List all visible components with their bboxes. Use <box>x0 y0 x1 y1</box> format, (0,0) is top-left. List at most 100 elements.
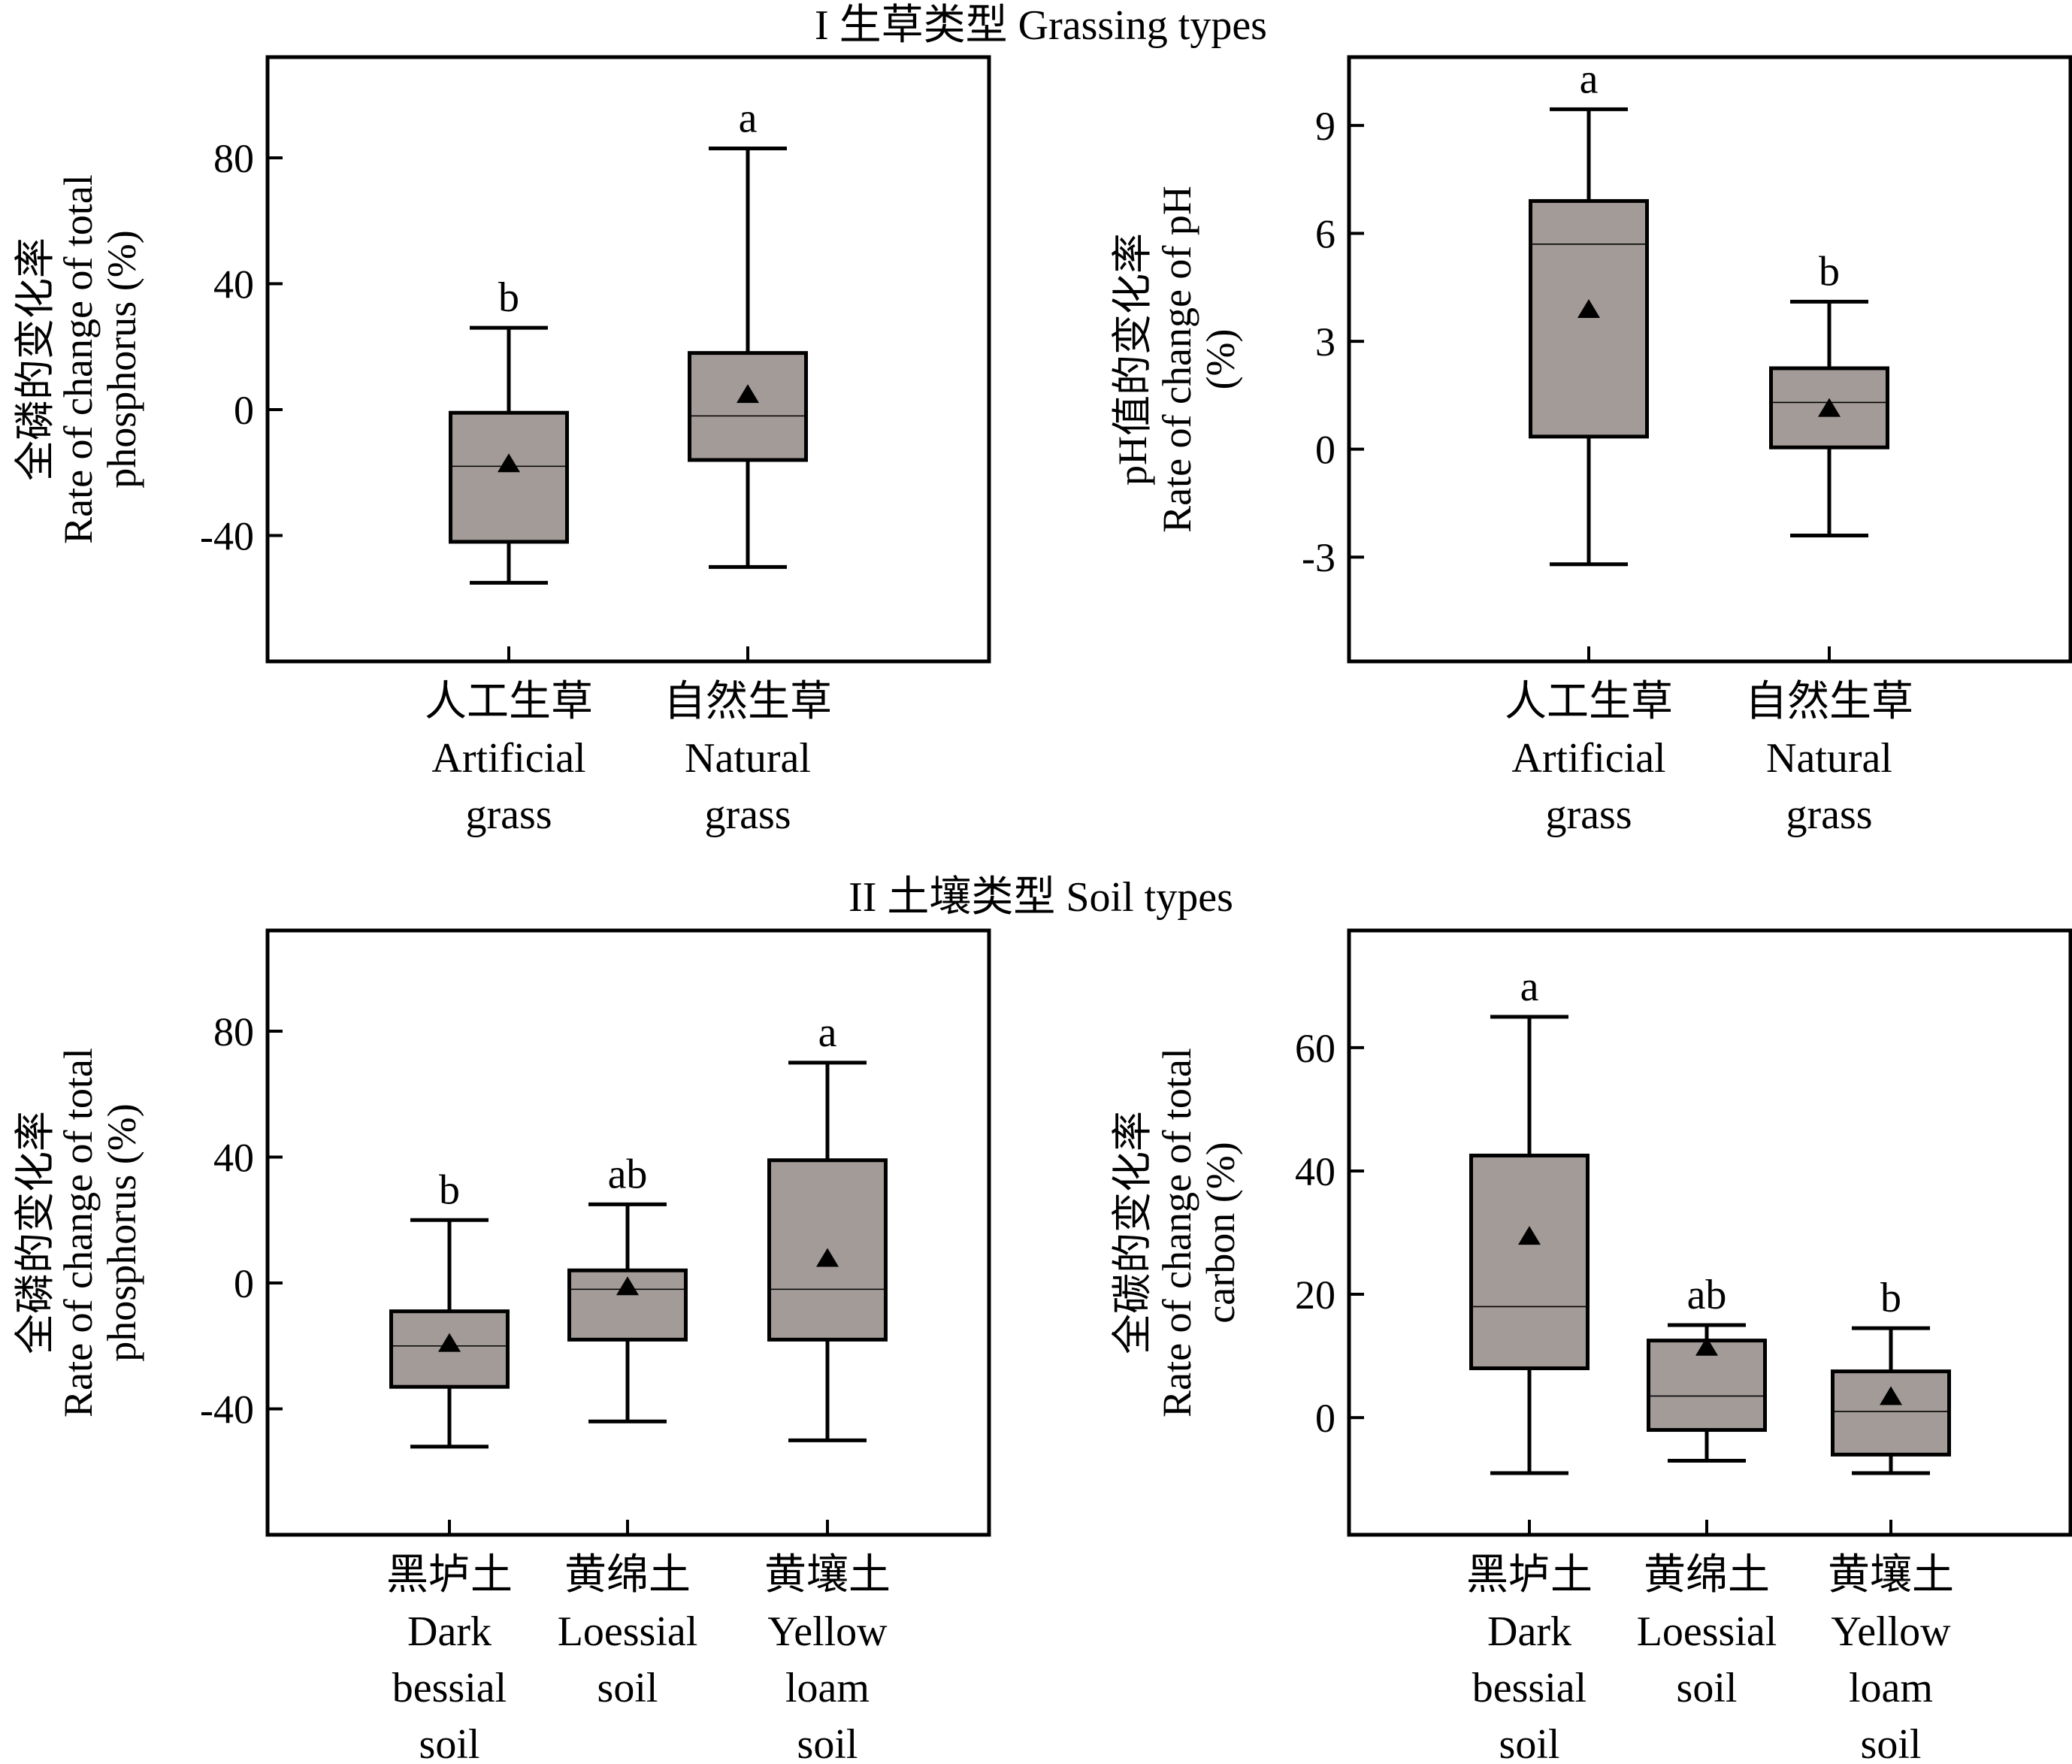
significance-label: a <box>1520 964 1539 1010</box>
category-label-line: 黄壤土 <box>764 1552 891 1599</box>
category-label-line: 黄壤土 <box>1828 1552 1954 1599</box>
category-label-line: Dark <box>1487 1608 1571 1655</box>
category-label-line: soil <box>419 1721 480 1764</box>
y-axis-label-line: Rate of change of total <box>1154 1048 1199 1418</box>
mean-marker <box>616 1276 639 1296</box>
box-2: a <box>767 1009 888 1535</box>
category-label-line: soil <box>1677 1665 1738 1711</box>
category-label-line: Yellow <box>1831 1608 1951 1655</box>
y-axis-label-line: (%) <box>1198 329 1243 390</box>
box-iqr <box>449 410 569 544</box>
y-axis-label-line: 全碳的变化率 <box>1110 1111 1155 1354</box>
box-0: a <box>1469 964 1590 1535</box>
category-label-line: Loessial <box>558 1608 698 1655</box>
category-label-line: 黄绵土 <box>564 1552 691 1599</box>
category-label-line: grass <box>1545 791 1632 838</box>
mean-marker <box>737 384 759 404</box>
significance-label: b <box>1880 1275 1901 1321</box>
y-tick-label: 20 <box>1295 1272 1335 1318</box>
y-tick-label: 80 <box>213 136 254 181</box>
category-label-1: 自然生草 Natural grass <box>1745 679 1913 838</box>
category-label-line: Natural <box>685 735 811 782</box>
significance-label: a <box>739 95 758 141</box>
category-label-1: 黄绵土 Loessial soil <box>558 1552 698 1711</box>
category-label-line: Artificial <box>431 735 585 782</box>
category-label-1: 黄绵土 Loessial soil <box>1637 1552 1777 1711</box>
box-iqr <box>1831 1369 1951 1457</box>
y-tick-label: 60 <box>1295 1026 1335 1071</box>
plot-frame <box>265 55 991 664</box>
y-tick-label: 9 <box>1315 104 1335 149</box>
mean-marker <box>1518 1226 1541 1245</box>
y-tick-label: 0 <box>1315 1396 1335 1441</box>
y-tick-label: 40 <box>1295 1149 1335 1194</box>
box-1: ab <box>1647 1272 1767 1535</box>
y-tick-label: 0 <box>234 388 254 433</box>
category-label-line: Artificial <box>1511 735 1665 782</box>
box-iqr <box>1469 1153 1590 1370</box>
category-label-line: 黑垆土 <box>1466 1552 1593 1599</box>
category-label-line: soil <box>597 1665 658 1711</box>
box-iqr <box>688 351 808 462</box>
y-tick-label: -40 <box>200 1387 254 1433</box>
y-tick-label: -40 <box>200 514 254 559</box>
mean-marker <box>1818 398 1841 417</box>
mean-marker <box>498 453 520 473</box>
box-1: ab <box>567 1151 688 1535</box>
y-tick-label: 0 <box>1315 428 1335 473</box>
charts: -40 0 40 80 全磷的变化率 Rate of change of total pho… <box>13 55 2072 1764</box>
y-axis-label-line: phosphorus (%) <box>99 230 144 488</box>
box-0: b <box>449 274 569 661</box>
y-axis-label-line: pH值的变化率 <box>1110 233 1155 486</box>
y-tick-label: 0 <box>234 1261 254 1306</box>
y-tick-label: 40 <box>213 262 254 307</box>
box-2: b <box>1831 1275 1951 1535</box>
significance-label: a <box>1580 56 1599 102</box>
category-label-line: grass <box>465 791 552 838</box>
category-label-line: Yellow <box>767 1608 888 1655</box>
box-1: b <box>1769 248 1889 661</box>
category-label-line: bessial <box>392 1665 507 1711</box>
y-axis-label-line: 全磷的变化率 <box>13 238 58 481</box>
y-tick-label: 6 <box>1315 212 1335 257</box>
category-label-2: 黄壤土 Yellow loam soil <box>764 1552 891 1764</box>
significance-label: a <box>818 1009 837 1056</box>
y-axis-label-line: carbon (%) <box>1198 1142 1243 1323</box>
box-0: a <box>1529 56 1649 661</box>
y-tick-label: -3 <box>1302 535 1335 580</box>
category-label-line: 黑垆土 <box>386 1552 513 1599</box>
plot-frame <box>1347 55 2072 664</box>
category-label-line: 人工生草 <box>425 679 593 725</box>
mean-marker <box>1577 299 1600 318</box>
section-title-soil: II 土壤类型 Soil types <box>848 874 1233 921</box>
plot-frame <box>1347 928 2072 1537</box>
box-iqr <box>389 1309 510 1389</box>
category-label-line: Dark <box>407 1608 492 1655</box>
box-iqr <box>1529 198 1649 439</box>
category-label-line: 人工生草 <box>1505 679 1673 725</box>
category-label-line: 黄绵土 <box>1644 1552 1770 1599</box>
category-label-line: 自然生草 <box>664 679 832 725</box>
category-label-line: loam <box>1849 1665 1933 1711</box>
category-label-line: 自然生草 <box>1745 679 1913 725</box>
category-label-1: 自然生草 Natural grass <box>664 679 832 838</box>
y-tick-label: 80 <box>213 1009 254 1054</box>
significance-label: ab <box>608 1151 648 1197</box>
y-axis-label-line: phosphorus (%) <box>99 1103 144 1361</box>
mean-marker <box>1880 1386 1902 1405</box>
category-label-line: soil <box>1499 1721 1560 1764</box>
category-label-line: bessial <box>1472 1665 1587 1711</box>
section-title-grassing: I 生草类型 Grassing types <box>815 2 1267 49</box>
box-1: a <box>688 95 808 661</box>
chart-1: -3 0 3 6 9 pH值的变化率 Rate of change of pH(%) a b 人工… <box>1110 55 2072 838</box>
significance-label: b <box>1819 248 1840 295</box>
y-axis-label-line: Rate of change of pH <box>1154 186 1199 533</box>
significance-label: ab <box>1687 1272 1727 1318</box>
category-label-0: 黑垆土 Dark bessial soil <box>386 1552 513 1764</box>
category-label-0: 人工生草 Artificial grass <box>1505 679 1673 838</box>
mean-marker <box>438 1333 461 1352</box>
category-label-line: soil <box>797 1721 858 1764</box>
